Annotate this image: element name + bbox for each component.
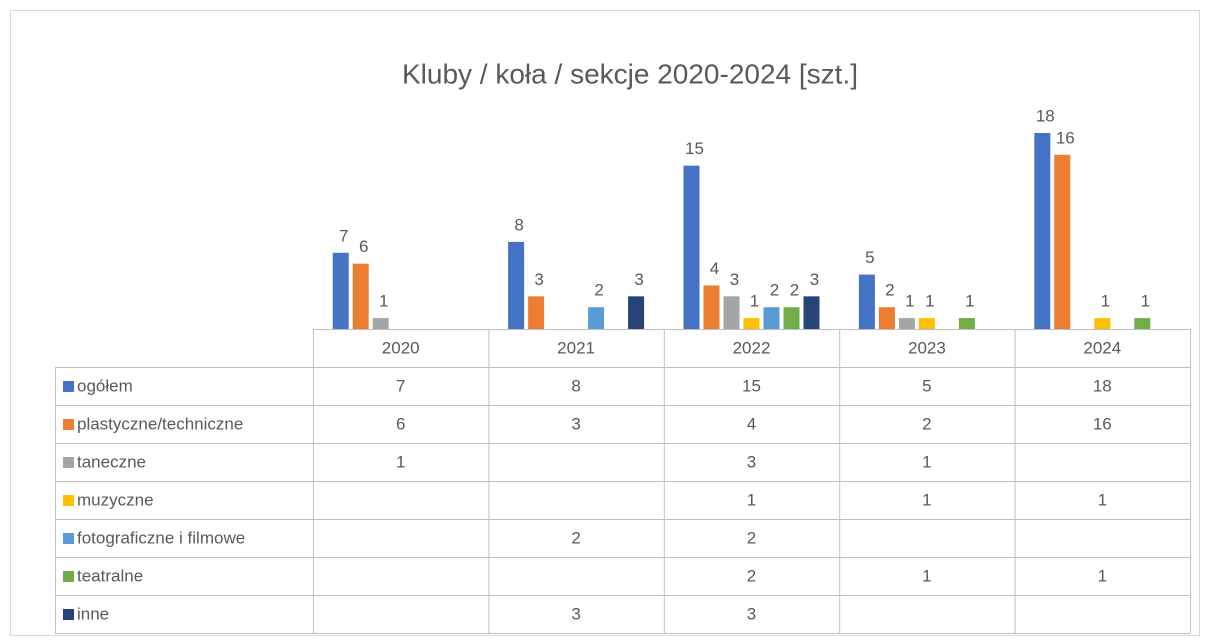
- data-label: 6: [359, 237, 368, 256]
- data-label: 1: [379, 292, 388, 311]
- bar: [743, 318, 760, 329]
- x-tick-label: 2022: [733, 338, 771, 357]
- bar: [878, 307, 895, 329]
- x-tick-label: 2023: [908, 338, 946, 357]
- legend-key: [63, 457, 74, 468]
- legend-label: plastyczne/techniczne: [77, 414, 243, 433]
- legend-key: [63, 419, 74, 430]
- table-value: 1: [1098, 566, 1107, 585]
- bar: [858, 274, 875, 329]
- table-value: 3: [747, 452, 756, 471]
- table-value: 1: [396, 452, 405, 471]
- table-value: 1: [922, 452, 931, 471]
- data-label: 5: [865, 248, 874, 267]
- chart-title: Kluby / koła / sekcje 2020-2024 [szt.]: [402, 58, 858, 89]
- data-label: 3: [730, 270, 739, 289]
- bar: [628, 296, 645, 329]
- data-label: 1: [905, 292, 914, 311]
- data-label: 8: [514, 215, 523, 234]
- table-value: 4: [747, 414, 756, 433]
- table-value: 2: [747, 566, 756, 585]
- bar: [1034, 133, 1051, 329]
- table-value: 3: [747, 604, 756, 623]
- bar: [763, 307, 780, 329]
- bar: [352, 263, 369, 329]
- data-label: 1: [965, 292, 974, 311]
- bar: [683, 165, 700, 329]
- bar: [803, 296, 820, 329]
- legend-label: fotograficzne i filmowe: [77, 528, 245, 547]
- table-value: 1: [747, 490, 756, 509]
- bar: [332, 252, 349, 329]
- data-label: 3: [810, 270, 819, 289]
- bar: [1134, 318, 1151, 329]
- data-label: 2: [790, 281, 799, 300]
- bar: [1094, 318, 1111, 329]
- table-value: 1: [1098, 490, 1107, 509]
- table-value: 15: [742, 376, 761, 395]
- table-value: 18: [1093, 376, 1112, 395]
- table-value: 3: [571, 414, 580, 433]
- bar: [528, 296, 545, 329]
- data-label: 1: [750, 292, 759, 311]
- x-tick-label: 2020: [382, 338, 420, 357]
- table-value: 1: [922, 566, 931, 585]
- bar: [898, 318, 915, 329]
- table-value: 2: [747, 528, 756, 547]
- x-tick-label: 2024: [1083, 338, 1121, 357]
- bar: [508, 241, 525, 329]
- legend-key: [63, 381, 74, 392]
- table-value: 3: [571, 604, 580, 623]
- bar: [783, 307, 800, 329]
- bar: [958, 318, 975, 329]
- table-value: 2: [922, 414, 931, 433]
- data-label: 1: [925, 292, 934, 311]
- data-label: 7: [339, 226, 348, 245]
- data-label: 2: [885, 281, 894, 300]
- bar: [372, 318, 389, 329]
- legend-label: taneczne: [77, 452, 146, 471]
- legend-label: teatralne: [77, 566, 143, 585]
- table-value: 2: [571, 528, 580, 547]
- table-value: 7: [396, 376, 405, 395]
- legend-label: inne: [77, 604, 109, 623]
- data-label: 3: [534, 270, 543, 289]
- x-tick-label: 2021: [557, 338, 595, 357]
- table-value: 6: [396, 414, 405, 433]
- table-value: 8: [571, 376, 580, 395]
- data-label: 2: [594, 281, 603, 300]
- table-value: 1: [922, 490, 931, 509]
- data-label: 1: [1141, 292, 1150, 311]
- legend-key: [63, 609, 74, 620]
- bar: [1054, 154, 1071, 329]
- data-label: 4: [710, 259, 719, 278]
- data-label: 2: [770, 281, 779, 300]
- table-value: 16: [1093, 414, 1112, 433]
- legend-label: muzyczne: [77, 490, 154, 509]
- data-label: 1: [1101, 292, 1110, 311]
- legend-key: [63, 533, 74, 544]
- bar: [588, 307, 605, 329]
- legend-label: ogółem: [77, 376, 133, 395]
- data-label: 18: [1036, 106, 1055, 125]
- legend-key: [63, 495, 74, 506]
- legend-key: [63, 571, 74, 582]
- chart-frame: [10, 10, 1200, 636]
- table-value: 5: [922, 376, 931, 395]
- bar: [918, 318, 935, 329]
- bar: [723, 296, 740, 329]
- data-label: 15: [685, 139, 704, 158]
- data-label: 16: [1056, 128, 1075, 147]
- data-label: 3: [634, 270, 643, 289]
- bar: [703, 285, 720, 329]
